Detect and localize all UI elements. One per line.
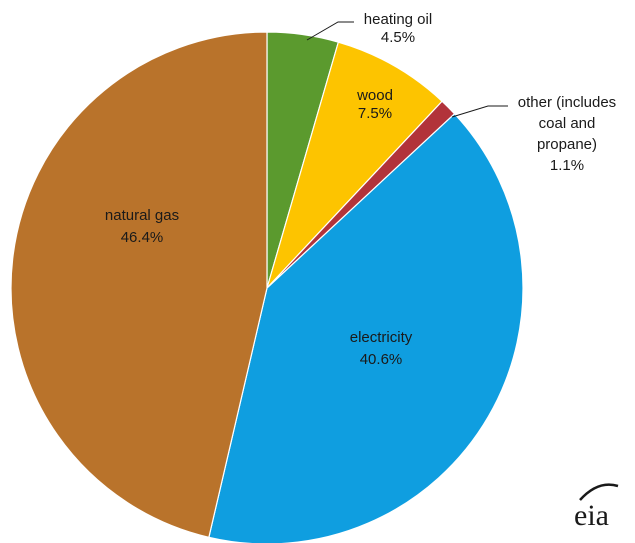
- pie-slice-electricity: [208, 112, 524, 543]
- slice-label-line: wood: [356, 87, 393, 104]
- slice-label-heating-oil: heating oil 4.5%: [364, 11, 432, 46]
- slice-label-line: coal and: [539, 115, 596, 132]
- eia-logo-icon: eia: [574, 483, 619, 532]
- slice-label-wood: wood 7.5%: [356, 87, 393, 122]
- slice-label-line: 4.5%: [381, 29, 415, 46]
- eia-logo-swoosh: [579, 483, 619, 501]
- slice-label-line: other (includes: [518, 94, 616, 111]
- slice-label-line: 7.5%: [358, 105, 392, 122]
- eia-logo-text: eia: [574, 499, 609, 532]
- slice-label-line: heating oil: [364, 11, 432, 28]
- leader-line-other: [451, 105, 508, 118]
- pie-slice-wood: [266, 41, 443, 289]
- leader-line-heating-oil: [306, 21, 354, 41]
- slice-label-electricity: electricity 40.6%: [350, 329, 413, 368]
- slice-label-line: 46.4%: [121, 229, 164, 246]
- slice-label-line: propane): [537, 136, 597, 153]
- pie-slices: [10, 31, 524, 543]
- slice-label-line: 1.1%: [550, 157, 584, 174]
- slice-labels: heating oil 4.5% wood 7.5% other (includes co…: [105, 11, 616, 368]
- slice-label-line: natural gas: [105, 207, 179, 224]
- slice-label-other: other (includes coal and propane) 1.1%: [518, 94, 616, 174]
- slice-label-natural-gas: natural gas 46.4%: [105, 207, 179, 246]
- leader-lines: [306, 21, 508, 118]
- slice-label-line: electricity: [350, 329, 413, 346]
- slice-label-line: 40.6%: [360, 351, 403, 368]
- pie-slice-natural-gas: [10, 31, 268, 539]
